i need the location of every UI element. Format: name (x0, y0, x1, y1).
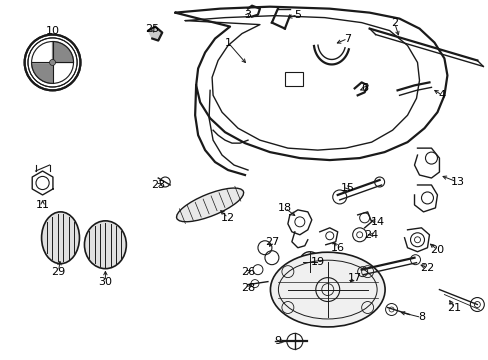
Text: 13: 13 (449, 177, 464, 187)
Text: 9: 9 (274, 336, 281, 346)
Circle shape (49, 59, 56, 66)
Text: 21: 21 (447, 302, 461, 312)
Polygon shape (52, 62, 73, 84)
Text: 20: 20 (429, 245, 444, 255)
Text: 11: 11 (36, 200, 49, 210)
Text: 27: 27 (264, 237, 279, 247)
Text: 16: 16 (330, 243, 344, 253)
Text: 22: 22 (420, 263, 434, 273)
Text: 7: 7 (344, 33, 350, 44)
Text: 2: 2 (390, 18, 397, 28)
Bar (285, 72, 302, 86)
Polygon shape (32, 41, 52, 62)
Text: 3: 3 (244, 10, 251, 20)
Text: 19: 19 (310, 257, 324, 267)
Text: 4: 4 (438, 90, 445, 100)
Text: 26: 26 (241, 267, 255, 276)
Polygon shape (52, 41, 73, 62)
Text: 14: 14 (370, 217, 384, 227)
Text: 24: 24 (364, 230, 378, 240)
Text: 17: 17 (347, 273, 361, 283)
Text: 28: 28 (241, 283, 255, 293)
Text: 8: 8 (417, 312, 424, 323)
Text: 29: 29 (51, 267, 65, 276)
Ellipse shape (270, 252, 385, 327)
Ellipse shape (41, 212, 80, 264)
Text: 6: 6 (361, 84, 367, 93)
Text: 5: 5 (294, 10, 301, 20)
Polygon shape (148, 27, 162, 41)
Text: 30: 30 (98, 276, 112, 287)
Polygon shape (32, 62, 52, 84)
Text: 18: 18 (277, 203, 291, 213)
Ellipse shape (84, 221, 126, 269)
Text: 12: 12 (221, 213, 235, 223)
Text: 10: 10 (45, 26, 60, 36)
Text: 1: 1 (224, 37, 231, 48)
Text: 15: 15 (340, 183, 354, 193)
Ellipse shape (176, 188, 243, 222)
Text: 25: 25 (145, 24, 159, 33)
Text: 23: 23 (151, 180, 165, 190)
